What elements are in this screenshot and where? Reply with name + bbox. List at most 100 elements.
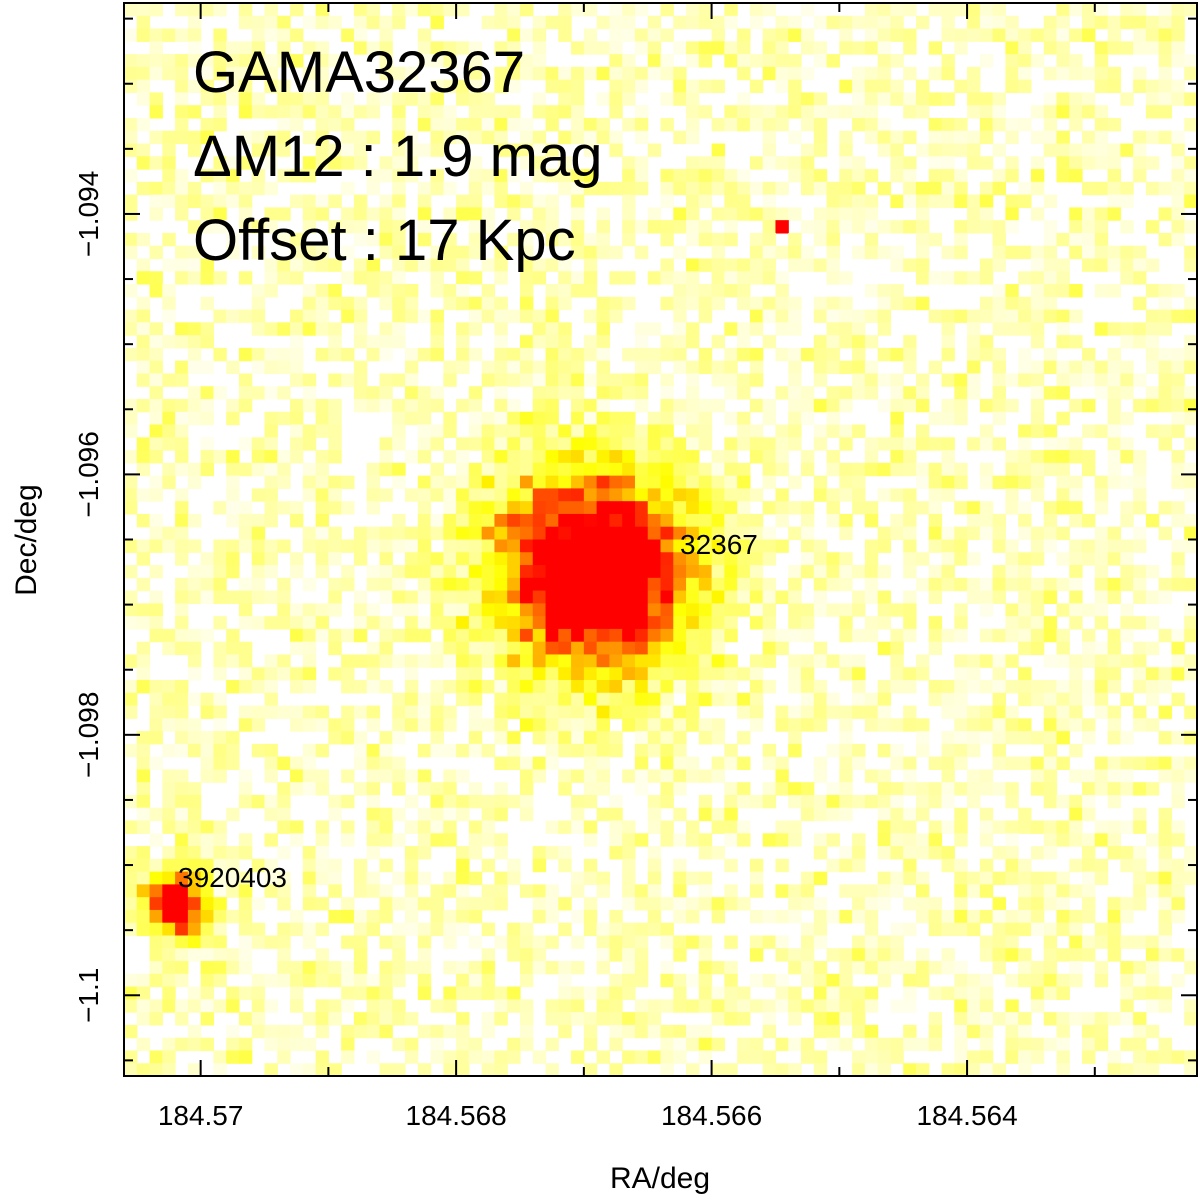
image-pixel [1133,335,1147,349]
image-pixel [1120,1037,1134,1052]
image-pixel [558,347,572,362]
image-pixel [928,526,943,541]
image-pixel [660,743,674,758]
image-pixel [1171,207,1185,221]
image-pixel [162,143,176,157]
image-pixel [839,731,853,745]
image-pixel [1005,705,1019,719]
image-pixel [507,680,521,694]
image-pixel [941,526,955,541]
image-pixel [187,999,202,1013]
image-pixel [162,794,176,809]
image-pixel [852,692,866,707]
image-pixel [571,220,585,234]
image-pixel [1043,935,1058,949]
image-pixel [839,309,853,323]
image-pixel [328,398,342,413]
image-pixel [1133,296,1147,311]
image-pixel [213,271,227,285]
image-pixel [1107,667,1121,681]
image-pixel [149,322,163,336]
image-pixel [749,3,764,17]
image-pixel [1133,641,1147,656]
image-pixel [302,488,317,502]
image-pixel [660,347,674,362]
image-pixel [456,654,470,668]
image-pixel [609,743,623,758]
image-pixel [864,948,879,962]
image-pixel [788,501,802,515]
image-pixel [558,79,572,94]
image-pixel [1133,1037,1147,1052]
image-pixel [622,1024,636,1039]
image-pixel [967,28,981,42]
image-pixel [558,3,572,17]
image-pixel [302,245,317,260]
image-pixel [468,603,483,617]
image-pixel [149,718,163,732]
image-pixel [353,207,368,221]
image-pixel [954,999,968,1013]
image-pixel [647,922,662,937]
image-pixel [1056,731,1070,745]
image-pixel [660,935,674,949]
image-pixel [1120,194,1134,208]
image-pixel [762,590,777,604]
image-pixel [519,181,534,196]
image-pixel [801,105,815,119]
image-pixel [698,897,713,911]
image-pixel [762,194,777,208]
image-pixel [1133,961,1147,975]
image-pixel [187,220,202,234]
image-pixel [954,654,968,668]
image-pixel [405,552,419,566]
image-pixel [353,271,368,285]
image-pixel [1082,539,1096,553]
image-pixel [1005,782,1019,796]
image-pixel [826,692,840,707]
image-pixel [724,437,738,451]
image-pixel [251,616,266,630]
image-pixel [175,961,189,975]
image-pixel [468,590,483,604]
image-pixel [903,450,917,464]
image-pixel [903,616,917,630]
image-pixel [634,130,649,145]
image-pixel [583,398,598,413]
image-pixel [1094,232,1109,247]
image-pixel [583,603,598,617]
image-pixel [532,156,547,170]
image-pixel [711,398,725,413]
image-pixel [187,41,202,55]
image-pixel [149,513,163,528]
image-pixel [1030,897,1045,911]
image-pixel [571,820,585,834]
image-pixel [609,475,623,489]
image-pixel [187,28,202,42]
image-pixel [136,769,151,783]
image-pixel [1184,1050,1198,1064]
image-pixel [1005,284,1019,298]
image-pixel [213,309,227,323]
image-pixel [519,437,534,451]
image-pixel [392,475,406,489]
image-pixel [277,475,291,489]
image-pixel [928,41,943,55]
image-pixel [813,973,828,988]
image-pixel [200,858,215,873]
image-pixel [519,475,534,489]
image-pixel [813,1063,828,1077]
image-pixel [519,948,534,962]
image-pixel [379,54,393,68]
image-pixel [877,871,892,885]
image-pixel [443,654,457,668]
image-pixel [251,705,266,719]
image-pixel [1120,181,1134,196]
image-pixel [341,373,355,387]
image-pixel [979,603,994,617]
image-pixel [634,973,649,988]
image-pixel [1043,846,1058,860]
image-pixel [315,79,329,94]
image-pixel [1056,1050,1070,1064]
image-pixel [890,411,904,426]
